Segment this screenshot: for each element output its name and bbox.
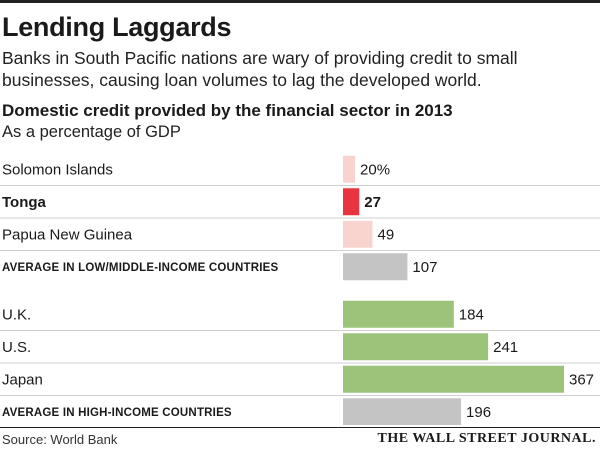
- bar-solomon-islands: [343, 155, 356, 183]
- value-label-solomon-islands: 20%: [360, 161, 390, 178]
- value-label-u-k: 184: [459, 306, 484, 323]
- bar-average-in-high-income-countries: [343, 398, 462, 425]
- category-label-tonga: Tonga: [2, 194, 47, 211]
- chart-subtitle: As a percentage of GDP: [2, 123, 181, 141]
- category-label-solomon-islands: Solomon Islands: [2, 161, 113, 178]
- category-label-average-in-low-middle-income-countries: AVERAGE IN LOW/MIDDLE-INCOME COUNTRIES: [2, 262, 278, 274]
- publisher-logo: THE WALL STREET JOURNAL.: [377, 431, 596, 446]
- source-note: Source: World Bank: [2, 432, 118, 447]
- bar-average-in-low-middle-income-countries: [343, 253, 408, 281]
- category-label-average-in-high-income-countries: AVERAGE IN HIGH-INCOME COUNTRIES: [2, 407, 232, 419]
- top-rule: [0, 0, 600, 3]
- bar-u-s: [343, 333, 489, 361]
- value-label-japan: 367: [569, 371, 594, 388]
- page-subtitle: Banks in South Pacific nations are wary …: [2, 48, 518, 90]
- bar-tonga: [343, 188, 360, 216]
- bottom-rule: [0, 427, 600, 428]
- value-label-papua-new-guinea: 49: [378, 226, 395, 243]
- value-label-tonga: 27: [364, 194, 381, 211]
- category-label-japan: Japan: [2, 371, 43, 388]
- bar-papua-new-guinea: [343, 220, 373, 248]
- category-label-papua-new-guinea: Papua New Guinea: [2, 226, 133, 243]
- category-label-u-k: U.K.: [2, 306, 31, 323]
- value-label-u-s: 241: [493, 339, 518, 356]
- chart-title: Domestic credit provided by the financia…: [2, 101, 453, 120]
- value-label-average-in-low-middle-income-countries: 107: [412, 259, 437, 276]
- bar-chart: Solomon Islands 20% Tonga 27 Papua New Guine…: [0, 155, 600, 425]
- bar-u-k: [343, 300, 454, 328]
- bar-japan: [343, 365, 564, 393]
- value-label-average-in-high-income-countries: 196: [466, 404, 491, 421]
- category-label-u-s: U.S.: [2, 339, 31, 356]
- page-title: Lending Laggards: [2, 12, 232, 42]
